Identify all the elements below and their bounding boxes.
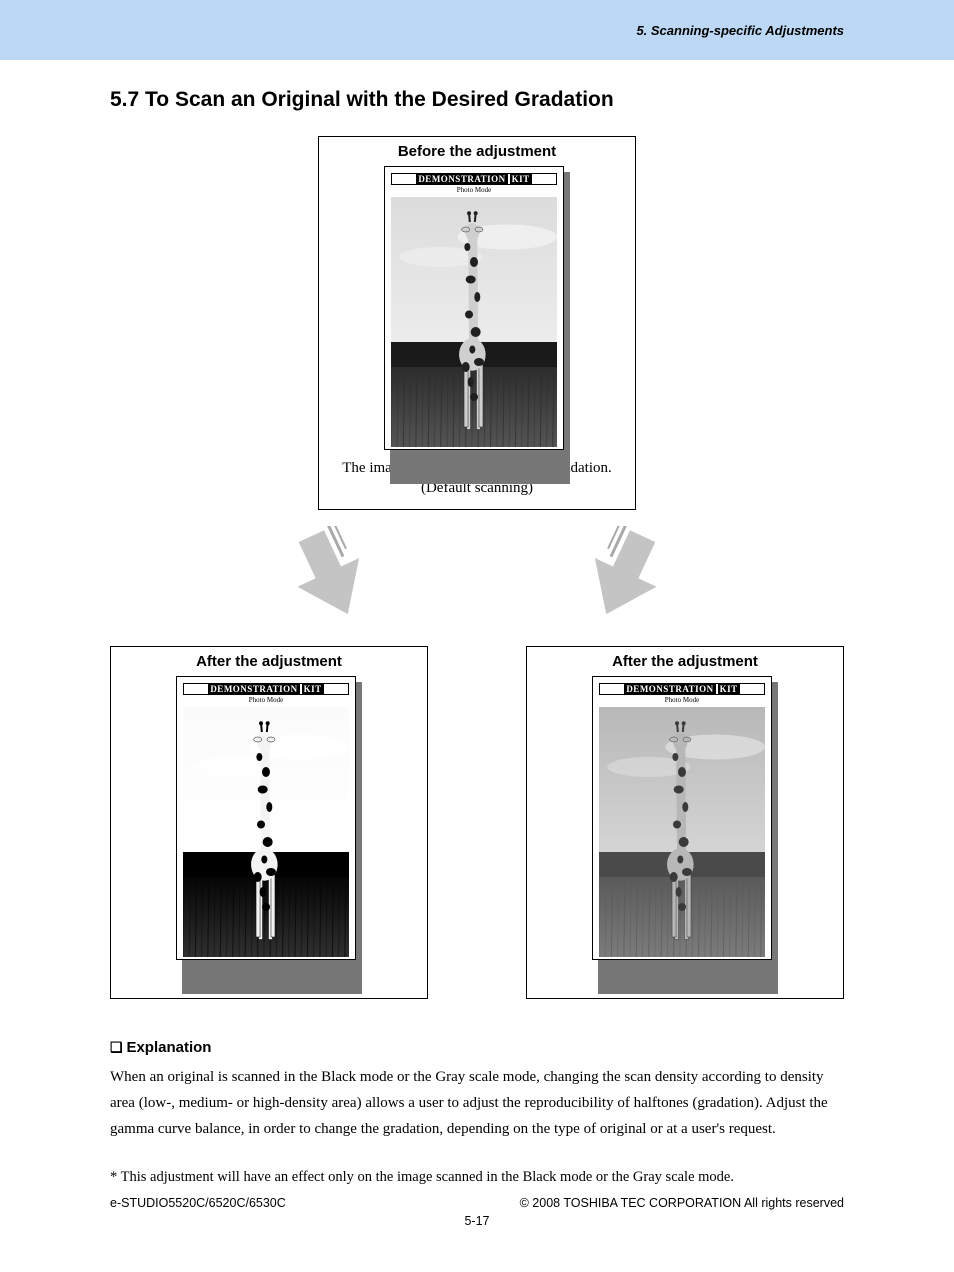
arrow-down-left-icon — [280, 526, 380, 626]
demo-kit-word: DEMONSTRATION — [624, 684, 715, 694]
arrow-down-right-icon — [574, 526, 674, 626]
explanation-section: Explanation When an original is scanned … — [110, 1039, 844, 1186]
figure-after-left-title: After the adjustment — [121, 653, 417, 670]
page-content: 5.7 To Scan an Original with the Desired… — [0, 60, 954, 1186]
after-row: After the adjustment DEMONSTRATION KIT P… — [110, 646, 844, 999]
figure-before-title: Before the adjustment — [329, 143, 625, 160]
footer: e-STUDIO5520C/6520C/6530C © 2008 TOSHIBA… — [110, 1196, 844, 1228]
footer-line: e-STUDIO5520C/6520C/6530C © 2008 TOSHIBA… — [110, 1196, 844, 1210]
photo-mode-label: Photo Mode — [183, 696, 349, 704]
footer-copyright: © 2008 TOSHIBA TEC CORPORATION All right… — [520, 1196, 844, 1210]
figure-before: Before the adjustment DEMONSTRATION KIT … — [318, 136, 636, 510]
figure-after-left: After the adjustment DEMONSTRATION KIT P… — [110, 646, 428, 999]
header-band: 5. Scanning-specific Adjustments — [0, 0, 954, 60]
arrows-row — [110, 526, 844, 636]
explanation-heading: Explanation — [110, 1039, 844, 1056]
section-title: 5.7 To Scan an Original with the Desired… — [110, 88, 844, 112]
explanation-note: * This adjustment will have an effect on… — [110, 1169, 844, 1186]
breadcrumb: 5. Scanning-specific Adjustments — [636, 23, 844, 38]
demo-kit-word: DEMONSTRATION — [416, 174, 507, 184]
demo-frame-before: DEMONSTRATION KIT Photo Mode — [384, 166, 570, 450]
demo-frame-after-left: DEMONSTRATION KIT Photo Mode — [176, 676, 362, 960]
demo-kit-word: DEMONSTRATION — [208, 684, 299, 694]
figure-after-right-title: After the adjustment — [537, 653, 833, 670]
demo-kit-word: KIT — [718, 684, 740, 694]
photo-mode-label: Photo Mode — [599, 696, 765, 704]
demo-frame-after-right: DEMONSTRATION KIT Photo Mode — [592, 676, 778, 960]
explanation-body: When an original is scanned in the Black… — [110, 1064, 844, 1143]
footer-page: 5-17 — [110, 1214, 844, 1228]
figure-after-right: After the adjustment DEMONSTRATION KIT P… — [526, 646, 844, 999]
demo-kit-word: KIT — [302, 684, 324, 694]
demo-kit-word: KIT — [510, 174, 532, 184]
photo-mode-label: Photo Mode — [391, 186, 557, 194]
footer-product: e-STUDIO5520C/6520C/6530C — [110, 1196, 286, 1210]
